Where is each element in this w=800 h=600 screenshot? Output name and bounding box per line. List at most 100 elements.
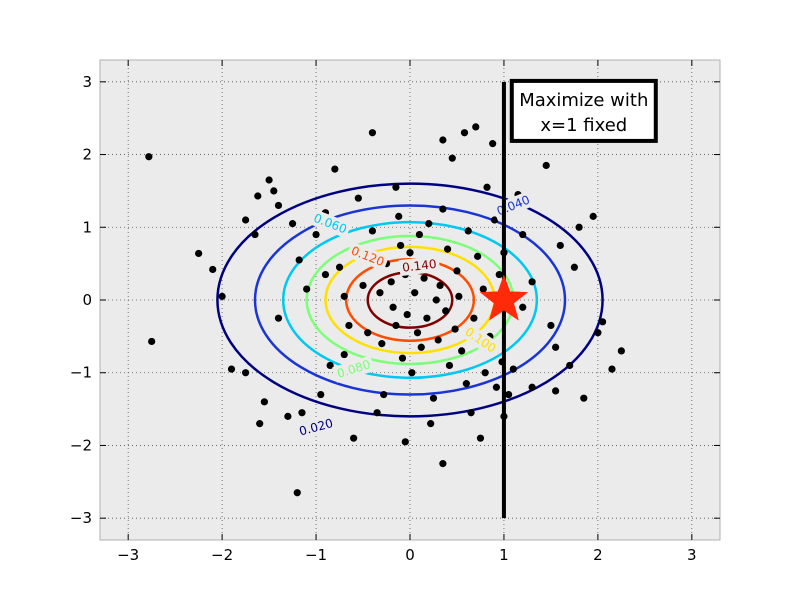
- data-point: [505, 390, 513, 399]
- data-point: [387, 278, 395, 286]
- data-point: [397, 241, 405, 250]
- data-point: [326, 361, 334, 370]
- data-point: [321, 270, 330, 279]
- contour-label-group: 0.020: [294, 414, 338, 441]
- data-point: [594, 329, 602, 337]
- data-point: [470, 314, 478, 322]
- data-point: [547, 321, 555, 330]
- data-point: [436, 281, 444, 290]
- data-point: [472, 123, 480, 131]
- data-point: [411, 289, 419, 297]
- contour-label-group: 0.140: [398, 255, 441, 277]
- data-point: [476, 434, 485, 442]
- data-point: [460, 129, 469, 137]
- data-point: [284, 412, 292, 420]
- data-point: [218, 292, 226, 300]
- contour-label-bg: [332, 355, 376, 383]
- data-point: [242, 216, 250, 224]
- data-point: [589, 212, 597, 220]
- data-point: [552, 343, 560, 351]
- annotation-line-2: x=1 fixed: [540, 115, 627, 136]
- annotation-frame: [509, 78, 658, 143]
- y-tick-label: −2: [70, 436, 92, 454]
- data-point: [556, 241, 564, 250]
- data-point: [364, 329, 372, 337]
- data-point: [350, 434, 358, 442]
- data-point: [481, 369, 489, 377]
- data-point: [368, 227, 377, 235]
- x-tick-label: 1: [499, 546, 509, 564]
- data-point: [331, 165, 339, 173]
- y-tick-label: 0: [82, 291, 92, 309]
- data-point: [489, 140, 497, 148]
- data-point: [492, 383, 501, 391]
- data-point: [293, 489, 301, 497]
- data-point: [392, 183, 400, 191]
- data-point: [340, 350, 348, 359]
- data-point: [274, 201, 283, 210]
- x-tick-label: 0: [405, 546, 415, 564]
- data-point: [340, 292, 348, 300]
- data-point: [490, 216, 499, 224]
- y-tick-label: 1: [82, 218, 92, 236]
- data-point: [403, 310, 411, 319]
- x-tick-label: −3: [117, 546, 139, 564]
- annotation-line-1: Maximize with: [519, 90, 648, 111]
- y-tick-label: 3: [82, 73, 92, 91]
- annotation-box: Maximize with x=1 fixed: [509, 78, 658, 143]
- data-point: [427, 420, 435, 428]
- data-point: [251, 230, 259, 239]
- x-tick-label: −2: [211, 546, 233, 564]
- data-point: [401, 438, 409, 446]
- data-point: [464, 227, 472, 235]
- y-tick-label: 2: [82, 146, 92, 164]
- data-point: [420, 274, 428, 282]
- data-point: [373, 409, 381, 417]
- data-point: [575, 223, 583, 231]
- contour-label-bg: [294, 414, 338, 441]
- data-point: [519, 230, 527, 239]
- data-point: [483, 183, 491, 191]
- data-point: [209, 265, 217, 274]
- x-tick-label: −1: [305, 546, 327, 564]
- data-point: [443, 245, 452, 253]
- data-point: [474, 252, 482, 260]
- data-point: [467, 409, 475, 417]
- data-point: [398, 354, 407, 362]
- contour-label-bg: [398, 255, 441, 277]
- data-point: [395, 212, 403, 220]
- scatter-points: [145, 123, 625, 497]
- data-point: [354, 194, 362, 202]
- data-point: [376, 289, 384, 297]
- data-point: [542, 161, 550, 170]
- data-point: [458, 347, 466, 355]
- data-point: [145, 153, 153, 161]
- data-point: [195, 249, 203, 258]
- data-point: [580, 394, 588, 402]
- data-point: [455, 292, 463, 300]
- data-point: [432, 296, 440, 304]
- data-point: [274, 314, 283, 322]
- maximum-star-marker: [479, 274, 529, 321]
- data-point: [288, 220, 297, 228]
- data-point: [265, 176, 273, 184]
- data-point: [345, 321, 353, 330]
- data-point: [317, 390, 325, 399]
- x-tick-label: 3: [687, 546, 697, 564]
- data-point: [425, 220, 433, 228]
- data-point: [495, 270, 503, 279]
- data-point: [442, 307, 450, 315]
- data-point: [295, 256, 303, 264]
- data-point: [608, 365, 616, 373]
- data-point: [528, 278, 536, 286]
- data-point: [434, 336, 442, 344]
- data-point: [380, 390, 388, 399]
- data-point: [413, 329, 422, 337]
- data-point: [439, 136, 447, 144]
- data-point: [415, 230, 423, 239]
- y-tick-label: −3: [70, 509, 92, 527]
- data-point: [519, 303, 527, 311]
- data-point: [509, 365, 517, 373]
- axis-ticks: −3 −2 −1 0 1 2 3 −3 −2 −1 0 1 2 3: [70, 60, 720, 564]
